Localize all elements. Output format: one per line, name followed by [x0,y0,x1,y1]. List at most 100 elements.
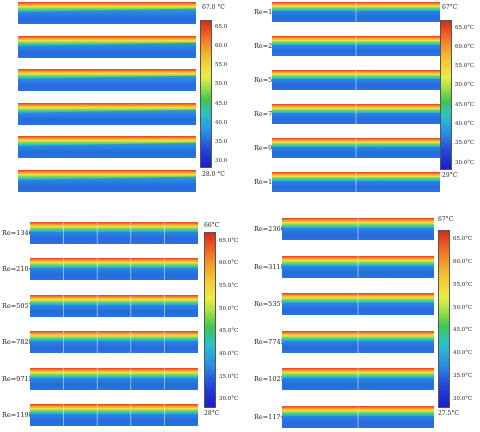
panel-b-reynolds-labels: Re=1346 Re=2662 Re=5021 Re=7508 Re=9978 Re=12… [254,2,296,192]
strip-row [282,255,434,278]
colorbar-min-label: 28°C [204,410,220,417]
strip-row [30,222,198,244]
cool-region [30,268,198,281]
colorbar-ticks: 65.0°C 60.0°C 55.0°C 50.0°C 45.0°C 40.0°C 35.0… [219,232,240,408]
temperature-strip [272,172,440,192]
strip-row [282,330,434,353]
colorbar-ticks: 65.0°C 60.0°C 55.0°C 50.0°C 45.0°C 40.0°C 35.0… [453,230,480,408]
colorbar-tick-label: 50.0°C [455,82,475,89]
panel-d-reynolds-labels: Re=2360 Re=3118 Re=5357 Re=7745 Re=10221 Re=1… [254,218,296,428]
strip-row [272,104,440,124]
reynolds-label: Re=2104 [2,265,33,274]
strip-row [30,294,198,317]
colorbar-tick-label: 40.0°C [453,350,473,357]
cool-region [18,176,196,192]
strip-row [30,367,198,390]
reynolds-label: Re=1346 [254,8,285,16]
strip-row [30,331,198,354]
colorbar-tick-label: 45.0°C [453,327,473,334]
temperature-strip [272,36,440,56]
panel-c-strips [30,222,198,426]
panel-b-colorbar: 67°C 65.0°C 60.0°C 55.0°C 50.0°C 45.0°C 40.0°… [440,4,480,195]
cool-region [18,142,196,159]
cool-region [30,377,198,390]
colorbar-tick-label: 55.0°C [453,281,473,288]
temperature-strip [30,404,198,426]
temperature-strip [282,330,434,353]
reynolds-label: Re=1346 [2,229,33,237]
reynolds-label: Re=2360 [254,225,285,233]
temperature-strip [282,293,434,316]
temperature-strip [282,368,434,391]
panel-d: Re=2360 Re=3118 Re=5357 Re=7745 Re=10221 Re=1… [240,212,480,432]
panel-d-colorbar: 67°C 65.0°C 60.0°C 55.0°C 50.0°C 45.0°C 40.0°… [438,216,480,430]
reynolds-label: Re=12379 [254,178,289,186]
reynolds-label: Re=11986 [2,411,37,419]
colorbar-gradient [438,230,450,408]
temperature-strip [30,367,198,390]
temperature-strip [18,136,196,159]
panel-a-colorbar: 67.0 °C 65.0 60.0 55.0 50.0 45.0 40.0 35.0 30.0… [200,4,240,195]
temperature-strip [272,70,440,90]
colorbar-tick-label: 60.0 [215,43,228,50]
colorbar-tick-label: 35.0 [215,138,228,145]
colorbar-tick-label: 50.0°C [219,305,239,312]
temperature-strip [18,69,196,92]
colorbar-gradient [204,232,216,408]
cool-region [30,341,198,354]
cool-region [30,304,198,317]
colorbar-max-label: 66°C [204,222,220,229]
colorbar-max-label: 67°C [442,4,458,11]
colorbar-tick-label: 55.0°C [455,63,475,70]
colorbar-tick-label: 30.0°C [219,396,239,403]
temperature-strip [272,104,440,124]
temperature-strip [18,35,196,58]
strip-row [18,170,196,192]
strip-row [30,404,198,426]
temperature-strip [18,2,196,24]
strip-row [272,2,440,22]
colorbar-tick-label: 30.0 [215,157,228,164]
panel-a-strips [18,2,196,192]
temperature-strip [30,294,198,317]
panel-c-reynolds-labels: Re=1346 Re=2104 Re=5057 Re=7828 Re=9715 Re=11… [2,222,44,426]
colorbar-tick-label: 35.0°C [219,373,239,380]
strip-row [18,69,196,92]
colorbar-min-label: 27.5°C [438,410,459,417]
colorbar-tick-label: 65.0°C [455,24,475,31]
colorbar-tick-label: 55.0°C [219,283,239,290]
colorbar-tick-label: 30.0°C [453,396,473,403]
colorbar-max-label: 67°C [438,216,454,223]
reynolds-label: Re=3118 [254,262,285,271]
colorbar-tick-label: 60.0°C [219,260,239,267]
reynolds-label: Re=11742 [254,413,289,421]
reynolds-label: Re=9715 [2,374,33,383]
cool-region [18,42,196,58]
reynolds-label: Re=9978 [254,144,285,152]
temperature-strip [18,170,196,192]
strip-row [18,35,196,58]
strip-row [282,406,434,428]
reynolds-label: Re=10221 [254,375,289,384]
colorbar-tick-label: 50.0 [215,81,228,88]
reynolds-label: Re=5357 [254,300,285,309]
strip-row [272,172,440,192]
temperature-strip [30,222,198,244]
colorbar-min-label: 29°C [442,172,458,179]
cool-region [18,75,196,92]
reynolds-label: Re=5057 [2,301,33,310]
strip-row [282,218,434,240]
strip-row [18,2,196,24]
strip-row [282,368,434,391]
colorbar-tick-label: 50.0°C [453,304,473,311]
temperature-strip [18,102,196,125]
colorbar-tick-label: 40.0°C [219,350,239,357]
strip-row [272,70,440,90]
colorbar-tick-label: 60.0°C [453,258,473,265]
temperature-strip [272,138,440,158]
strip-row [272,138,440,158]
cool-region [18,8,196,24]
reynolds-label: Re=7508 [254,110,285,118]
colorbar-gradient [440,20,452,170]
colorbar-tick-label: 60.0°C [455,43,475,50]
